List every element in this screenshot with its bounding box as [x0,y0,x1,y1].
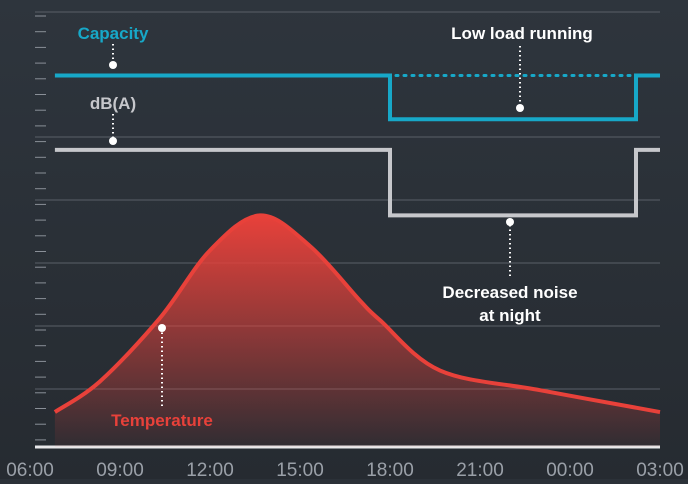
plot [53,73,661,447]
x-tick-label: 06:00 [6,460,54,479]
annotations: Capacity dB(A) Temperature Low load running… [78,24,593,430]
axis-ticks [35,15,46,441]
leader-dot [158,324,166,332]
x-tick-label: 18:00 [366,460,414,479]
x-tick-label: 21:00 [456,460,504,479]
leader-dot [109,61,117,69]
area [54,215,660,447]
leader-dot [516,104,524,112]
x-tick-label: 00:00 [546,460,594,479]
series-line [54,147,660,218]
annotation: Decreased noise [442,283,577,302]
series-label: Temperature [111,411,213,430]
x-tick-label: 15:00 [276,460,324,479]
leader-dot [506,218,514,226]
series-label: dB(A) [90,94,136,113]
series-line [53,213,661,415]
annotation: Low load running [451,24,593,43]
x-tick-label: 03:00 [636,460,684,479]
series-label: Capacity [78,24,149,43]
series-line [54,73,660,122]
annotation: at night [479,306,541,325]
leader-dot [109,137,117,145]
x-tick-label: 09:00 [96,460,144,479]
x-tick-label: 12:00 [186,460,234,479]
